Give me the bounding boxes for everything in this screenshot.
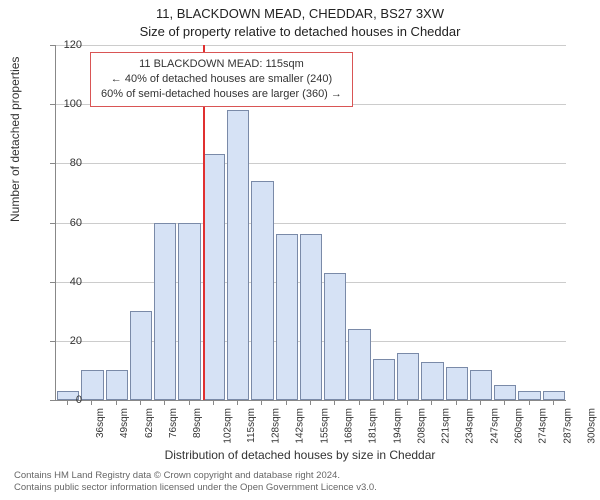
x-tick-label: 234sqm (465, 408, 476, 444)
x-tick-mark (456, 400, 457, 405)
histogram-bar (81, 370, 103, 400)
footer-line1: Contains HM Land Registry data © Crown c… (14, 470, 377, 482)
x-tick-label: 128sqm (271, 408, 282, 444)
histogram-bar (203, 154, 225, 400)
footer-line2: Contains public sector information licen… (14, 482, 377, 494)
x-tick-mark (213, 400, 214, 405)
x-tick-mark (237, 400, 238, 405)
x-tick-mark (504, 400, 505, 405)
y-tick-label: 100 (52, 98, 82, 110)
chart-title-address: 11, BLACKDOWN MEAD, CHEDDAR, BS27 3XW (0, 6, 600, 21)
x-tick-label: 274sqm (538, 408, 549, 444)
x-tick-label: 247sqm (489, 408, 500, 444)
y-tick-mark (50, 223, 55, 224)
x-tick-mark (359, 400, 360, 405)
histogram-bar (106, 370, 128, 400)
histogram-bar (130, 311, 152, 400)
histogram-bar (154, 223, 176, 401)
x-tick-label: 287sqm (562, 408, 573, 444)
x-tick-label: 62sqm (144, 408, 155, 438)
y-tick-mark (50, 400, 55, 401)
x-tick-label: 102sqm (222, 408, 233, 444)
x-tick-mark (480, 400, 481, 405)
histogram-bar (348, 329, 370, 400)
footer-attribution: Contains HM Land Registry data © Crown c… (14, 470, 377, 494)
x-tick-mark (67, 400, 68, 405)
histogram-bar (300, 234, 322, 400)
info-box-line1: 11 BLACKDOWN MEAD: 115sqm (101, 57, 342, 72)
histogram-bar (276, 234, 298, 400)
x-tick-mark (140, 400, 141, 405)
histogram-bar (373, 359, 395, 400)
histogram-bar (227, 110, 249, 400)
y-tick-label: 40 (52, 276, 82, 288)
x-tick-label: 155sqm (319, 408, 330, 444)
histogram-bar (543, 391, 565, 400)
y-tick-mark (50, 282, 55, 283)
histogram-bar (421, 362, 443, 400)
info-box: 11 BLACKDOWN MEAD: 115sqm ← 40% of detac… (90, 52, 353, 107)
info-box-line3: 60% of semi-detached houses are larger (… (101, 87, 342, 102)
histogram-bar (518, 391, 540, 400)
x-tick-mark (261, 400, 262, 405)
x-tick-label: 260sqm (514, 408, 525, 444)
y-tick-label: 20 (52, 335, 82, 347)
y-tick-mark (50, 104, 55, 105)
y-tick-label: 80 (52, 157, 82, 169)
x-tick-label: 89sqm (192, 408, 203, 438)
x-tick-mark (529, 400, 530, 405)
x-tick-mark (286, 400, 287, 405)
x-tick-label: 181sqm (368, 408, 379, 444)
y-tick-mark (50, 45, 55, 46)
chart-container: 11, BLACKDOWN MEAD, CHEDDAR, BS27 3XW Si… (0, 0, 600, 500)
x-tick-label: 115sqm (246, 408, 257, 443)
histogram-bar (251, 181, 273, 400)
x-tick-label: 300sqm (586, 408, 597, 444)
y-tick-mark (50, 341, 55, 342)
x-tick-label: 36sqm (95, 408, 106, 438)
x-tick-mark (383, 400, 384, 405)
x-tick-label: 208sqm (416, 408, 427, 444)
histogram-bar (397, 353, 419, 400)
histogram-bar (324, 273, 346, 400)
y-tick-label: 120 (52, 39, 82, 51)
y-tick-mark (50, 163, 55, 164)
x-tick-label: 142sqm (295, 408, 306, 444)
x-tick-label: 49sqm (119, 408, 130, 438)
x-tick-mark (431, 400, 432, 405)
y-axis-title: Number of detached properties (8, 57, 22, 222)
x-tick-label: 76sqm (168, 408, 179, 438)
histogram-bar (470, 370, 492, 400)
x-tick-mark (91, 400, 92, 405)
chart-subtitle: Size of property relative to detached ho… (0, 24, 600, 39)
x-tick-mark (116, 400, 117, 405)
histogram-bar (494, 385, 516, 400)
x-tick-mark (553, 400, 554, 405)
info-box-line2: ← 40% of detached houses are smaller (24… (101, 72, 342, 87)
x-tick-label: 221sqm (441, 408, 452, 444)
histogram-bar (446, 367, 468, 400)
x-tick-label: 168sqm (344, 408, 355, 444)
x-axis-title: Distribution of detached houses by size … (0, 448, 600, 462)
x-tick-mark (310, 400, 311, 405)
histogram-bar (178, 223, 200, 401)
x-tick-label: 194sqm (392, 408, 403, 444)
x-tick-mark (334, 400, 335, 405)
x-tick-mark (189, 400, 190, 405)
x-tick-mark (164, 400, 165, 405)
y-tick-label: 60 (52, 217, 82, 229)
x-tick-mark (407, 400, 408, 405)
